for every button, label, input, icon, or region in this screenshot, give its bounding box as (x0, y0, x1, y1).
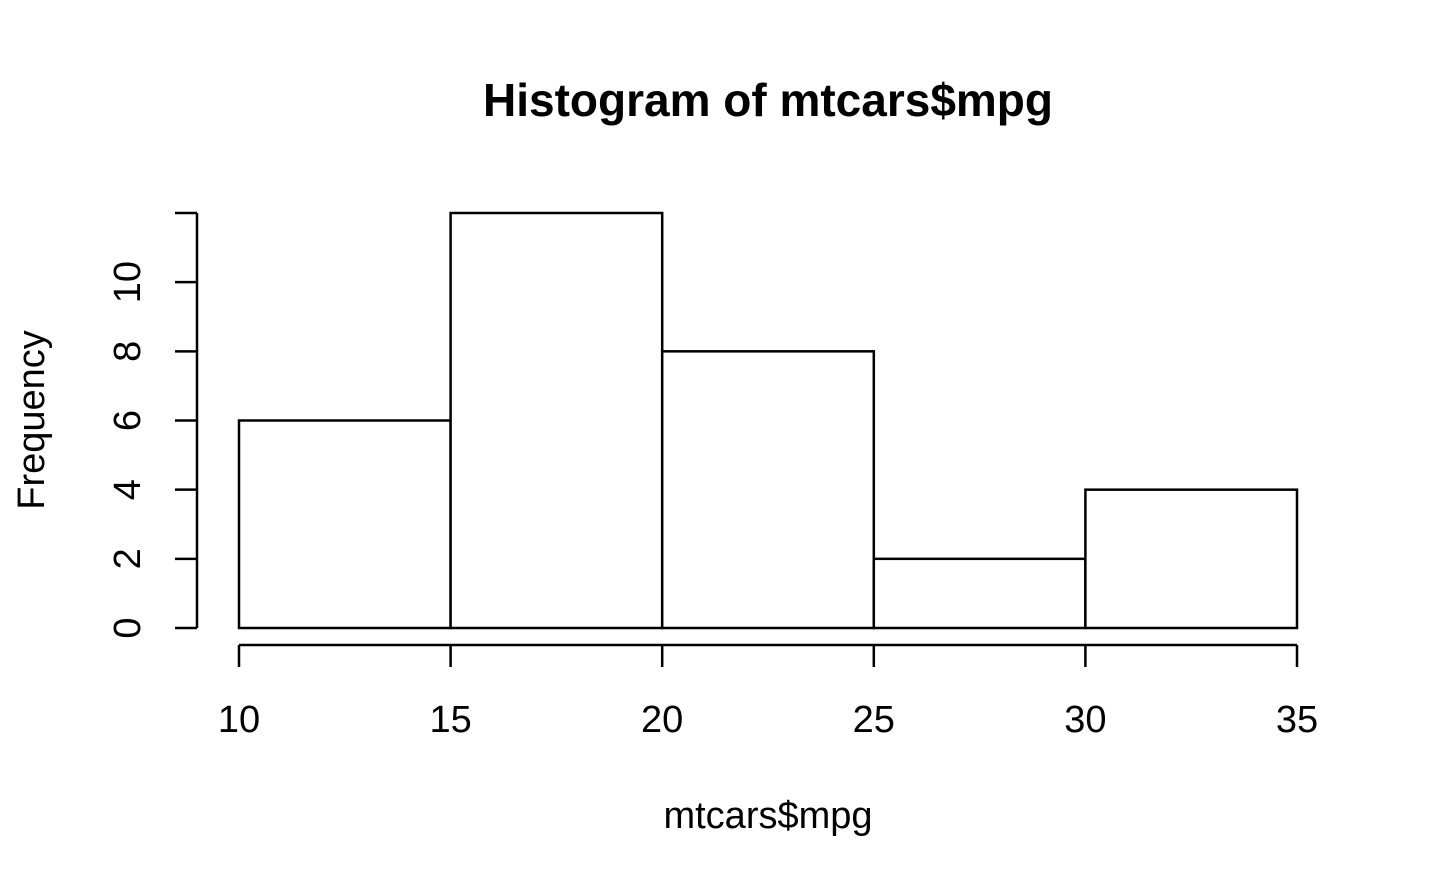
x-tick-label: 30 (1064, 699, 1106, 741)
chart-title: Histogram of mtcars$mpg (483, 74, 1053, 126)
x-axis-label: mtcars$mpg (663, 795, 872, 837)
x-tick-label: 25 (853, 699, 895, 741)
y-ticks-group: 0 2 4 6 8 10 (107, 211, 197, 639)
y-axis-label: Frequency (11, 330, 53, 510)
x-axis: 10 15 20 25 30 35 (218, 643, 1318, 741)
y-tick-label: 0 (107, 617, 149, 638)
y-tick-label: 8 (107, 341, 149, 362)
histogram-bar-25-30 (872, 557, 1087, 630)
y-tick-label: 10 (107, 261, 149, 303)
x-tick-label: 20 (641, 699, 683, 741)
y-tick-label: 6 (107, 410, 149, 431)
histogram-bar-10-15 (237, 419, 452, 630)
x-ticks-group: 10 15 20 25 30 35 (218, 645, 1318, 741)
y-tick-label: 4 (107, 479, 149, 500)
histogram-bar-15-20 (449, 211, 664, 630)
histogram-bar-30-35 (1084, 488, 1299, 630)
y-axis: 0 2 4 6 8 10 (107, 211, 199, 639)
bars-group (237, 211, 1299, 630)
histogram-bar-20-25 (660, 350, 876, 630)
y-tick-label: 2 (107, 548, 149, 569)
x-tick-label: 15 (429, 699, 471, 741)
x-tick-label: 10 (218, 699, 260, 741)
x-tick-label: 35 (1276, 699, 1318, 741)
